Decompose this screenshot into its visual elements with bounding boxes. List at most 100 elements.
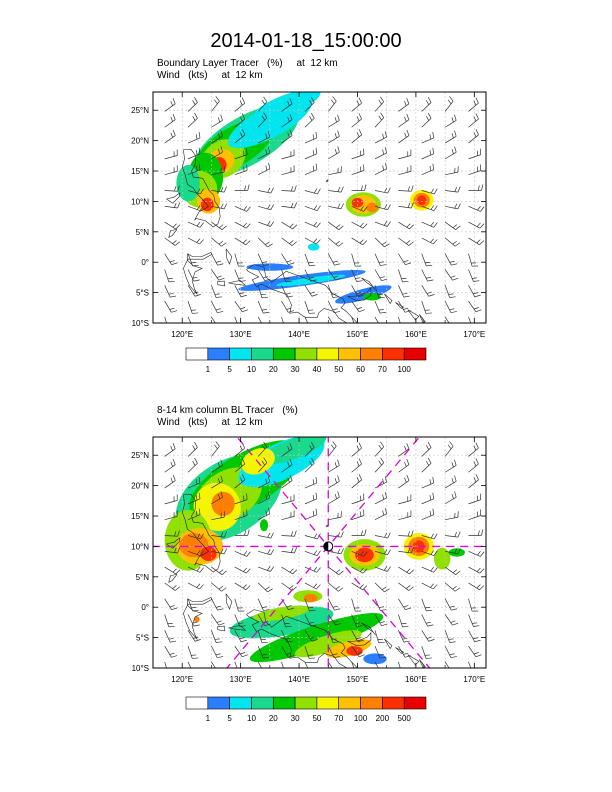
- p1-wind-barb-flag: [429, 150, 432, 156]
- p2-wind-barb-flag: [379, 621, 385, 624]
- p2-wind-barb: [211, 465, 223, 473]
- p1-wind-barb: [444, 151, 457, 160]
- p2-wind-barb-flag: [265, 494, 268, 500]
- p2-wind-barb-flag: [265, 510, 268, 516]
- p1-wind-barb: [258, 190, 271, 194]
- p2-wind-barb-flag: [340, 531, 344, 538]
- p2-wind-barb: [281, 535, 295, 537]
- p2-wind-barb: [374, 513, 387, 520]
- p1-wind-barb-flag: [172, 98, 176, 104]
- p2-wind-barb: [234, 463, 246, 473]
- p2-wind-barb: [211, 661, 216, 668]
- p1-wind-barb: [164, 171, 178, 176]
- p1-wind-barb-flag: [473, 132, 477, 138]
- p2-wind-barb-flag: [198, 492, 201, 499]
- p2-wind-barb: [468, 463, 479, 473]
- p2-tracer-region: [200, 546, 217, 562]
- p2-wind-barb: [351, 645, 360, 657]
- p2-x-tick-label: 150°E: [347, 675, 369, 684]
- p2-wind-barb-flag: [433, 550, 438, 556]
- p1-coastline: [228, 280, 247, 286]
- p2-wind-barb-flag: [169, 652, 175, 655]
- p2-colorbar-cell: [251, 696, 274, 710]
- p2-wind-barb-flag: [170, 477, 173, 483]
- p1-wind-barb-flag: [430, 238, 434, 243]
- p1-wind-barb-flag: [403, 307, 409, 310]
- p2-wind-barb-flag: [170, 445, 173, 451]
- p1-wind-barb: [444, 300, 452, 313]
- p1-wind-barb-flag: [363, 206, 368, 212]
- p2-x-tick-label: 170°E: [463, 675, 485, 684]
- p1-wind-barb-flag: [340, 186, 344, 193]
- p2-wind-barb: [258, 566, 271, 572]
- p1-wind-barb: [421, 190, 435, 195]
- p2-wind-barb-flag: [220, 459, 223, 466]
- p1-wind-barb-flag: [380, 96, 385, 103]
- p2-wind-barb-flag: [476, 567, 481, 572]
- p2-wind-barb-flag: [452, 622, 459, 626]
- p2-wind-barb: [234, 582, 246, 591]
- p2-wind-barb-flag: [294, 547, 297, 554]
- p2-tracer-region: [363, 653, 387, 665]
- p2-colorbar-cell: [338, 696, 361, 710]
- p1-colorbar-cell: [403, 347, 427, 361]
- p2-wind-barb-flag: [473, 673, 479, 674]
- p2-wind-barb: [304, 646, 310, 659]
- p2-wind-barb: [234, 598, 239, 612]
- p2-wind-barb-flag: [261, 654, 267, 656]
- p2-wind-barb-flag: [454, 459, 457, 466]
- p2-wind-barb-flag: [457, 531, 461, 538]
- p1-wind-barb: [257, 300, 264, 314]
- p2-wind-barb: [374, 630, 380, 643]
- p1-wind-barb: [328, 237, 339, 247]
- p2-wind-barb: [234, 566, 247, 574]
- p1-wind-barb-flag: [215, 96, 220, 102]
- p2-wind-barb: [304, 582, 317, 590]
- p2-wind-barb: [304, 630, 313, 642]
- p2-wind-barb-flag: [404, 461, 407, 467]
- p2-wind-barb: [374, 598, 381, 611]
- p2-wind-barb-flag: [313, 566, 318, 572]
- p2-wind-barb: [187, 630, 196, 642]
- p2-wind-barb-flag: [331, 638, 337, 640]
- p2-wind-barb-flag: [170, 461, 173, 467]
- p2-wind-barb-flag: [355, 670, 360, 671]
- p2-wind-barb-flag: [403, 652, 409, 655]
- p2-wind-barb-flag: [315, 476, 318, 483]
- p1-wind-barb: [164, 316, 167, 323]
- p1-wind-barb-flag: [194, 294, 201, 297]
- p1-wind-barb-flag: [285, 292, 291, 295]
- p1-wind-barb-flag: [405, 262, 412, 266]
- p2-wind-barb-flag: [287, 445, 290, 451]
- p1-wind-barb-flag: [265, 149, 268, 155]
- p1-wind-barb-flag: [287, 132, 290, 138]
- p1-wind-barb: [374, 285, 380, 298]
- p2-wind-barb-flag: [473, 477, 477, 483]
- p1-wind-barb-flag: [411, 185, 414, 192]
- p1-wind-barb-flag: [214, 99, 218, 104]
- p2-wind-barb: [304, 447, 315, 457]
- p2-wind-barb: [211, 566, 223, 575]
- p2-wind-barb: [234, 614, 241, 627]
- p2-wind-barb: [328, 566, 340, 575]
- p2-wind-barb-flag: [383, 566, 388, 571]
- p2-wind-barb: [281, 550, 295, 554]
- p2-wind-barb: [257, 446, 268, 457]
- p1-wind-barb: [211, 205, 225, 210]
- p1-wind-barb-flag: [378, 115, 382, 121]
- p2-wind-barb: [444, 630, 451, 643]
- p1-wind-barb-flag: [451, 133, 454, 139]
- p2-wind-barb-flag: [334, 493, 337, 499]
- p1-wind-barb: [211, 285, 217, 298]
- p2-colorbar-cell: [382, 696, 405, 710]
- p1-wind-barb-flag: [360, 206, 364, 211]
- p1-wind-barb-flag: [430, 188, 434, 194]
- p1-wind-barb-flag: [215, 308, 221, 311]
- p1-wind-barb-flag: [270, 187, 274, 194]
- p2-wind-barb-flag: [404, 477, 407, 483]
- p1-wind-barb-flag: [221, 242, 227, 247]
- p1-wind-barb-flag: [330, 99, 335, 104]
- p2-y-tick-label: 10°N: [131, 542, 149, 551]
- p1-wind-barb-flag: [214, 293, 220, 295]
- p1-wind-barb-flag: [192, 115, 196, 121]
